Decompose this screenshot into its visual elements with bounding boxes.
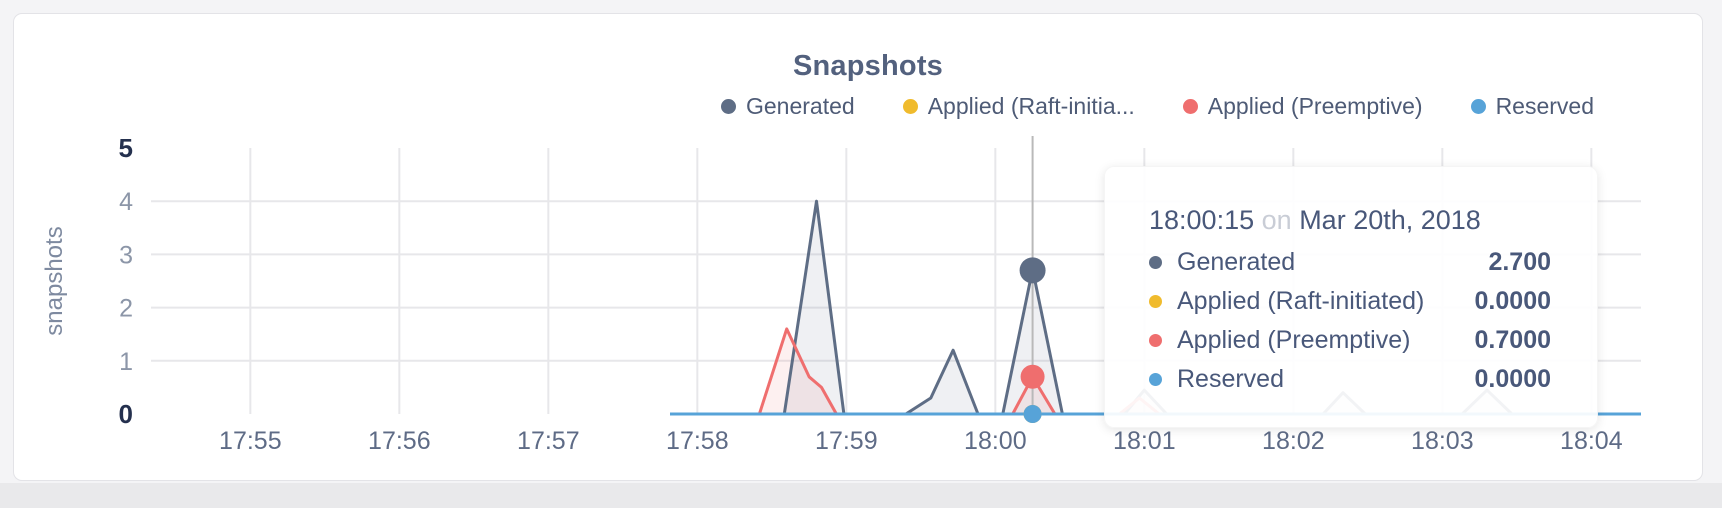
x-tick-label: 18:01 — [1113, 427, 1176, 455]
x-tick-label: 17:55 — [219, 427, 282, 455]
tooltip-series-label: Applied (Raft-initiated) — [1177, 287, 1425, 315]
x-tick-label: 17:58 — [666, 427, 729, 455]
tooltip-conjunction: on — [1261, 205, 1292, 235]
chart-title: Snapshots — [792, 50, 944, 82]
tooltip-series-value: 2.700 — [1488, 248, 1551, 276]
legend: Generated Applied (Raft-initia... Applied … — [673, 93, 1594, 120]
tooltip: 18:00:15 on Mar 20th, 2018 Generated 2.70… — [1104, 166, 1598, 428]
y-tick-label: 0 — [119, 399, 133, 429]
tooltip-series-value: 0.0000 — [1474, 365, 1551, 393]
y-tick-label: 5 — [119, 133, 133, 163]
chart-card: Snapshots Generated Applied (Raft-initia.… — [13, 13, 1703, 481]
legend-item[interactable]: Generated — [721, 93, 855, 120]
tooltip-series-dot-icon — [1149, 373, 1162, 386]
legend-item-label: Applied (Raft-initia... — [927, 93, 1135, 119]
legend-item[interactable]: Applied (Preemptive) — [1182, 93, 1423, 120]
y-tick-label: 4 — [119, 188, 133, 216]
tooltip-header: 18:00:15 on Mar 20th, 2018 — [1149, 203, 1551, 237]
series-area — [670, 328, 1641, 414]
tooltip-series-dot-icon — [1149, 256, 1162, 269]
x-tick-label: 18:00 — [964, 427, 1027, 455]
page-background-strip — [0, 483, 1722, 508]
legend-item-label: Generated — [746, 93, 855, 119]
x-tick-label: 17:56 — [368, 427, 431, 455]
y-tick-label: 1 — [119, 348, 133, 376]
x-tick-label: 18:03 — [1411, 427, 1474, 455]
tooltip-time: 18:00:15 — [1149, 205, 1255, 235]
y-tick-label: 2 — [119, 295, 133, 323]
legend-dot-icon — [1470, 99, 1486, 114]
tooltip-series-label: Applied (Preemptive) — [1177, 326, 1411, 354]
hover-point — [1019, 257, 1046, 284]
legend-item-label: Reserved — [1495, 93, 1594, 119]
x-tick-label: 18:02 — [1262, 427, 1325, 455]
legend-dot-icon — [902, 99, 918, 114]
tooltip-series-value: 0.7000 — [1474, 326, 1551, 354]
legend-item[interactable]: Applied (Raft-initia... — [902, 93, 1135, 120]
tooltip-rows: Generated 2.700 Applied (Raft-initiated) 0.… — [1149, 243, 1551, 399]
tooltip-row: Generated 2.700 — [1149, 243, 1551, 282]
x-tick-label: 18:04 — [1560, 427, 1623, 455]
y-tick-label: 3 — [119, 241, 133, 269]
legend-item-label: Applied (Preemptive) — [1207, 93, 1423, 119]
tooltip-date: Mar 20th, 2018 — [1299, 205, 1481, 235]
tooltip-series-value: 0.0000 — [1474, 287, 1551, 315]
x-tick-label: 17:59 — [815, 427, 878, 455]
hover-point — [1020, 364, 1045, 389]
tooltip-row: Applied (Raft-initiated) 0.0000 — [1149, 282, 1551, 321]
legend-dot-icon — [1182, 99, 1198, 114]
tooltip-series-dot-icon — [1149, 295, 1162, 308]
tooltip-series-label: Reserved — [1177, 365, 1284, 393]
tooltip-row: Applied (Preemptive) 0.7000 — [1149, 321, 1551, 360]
legend-dot-icon — [721, 99, 736, 114]
tooltip-series-dot-icon — [1149, 334, 1162, 347]
tooltip-row: Reserved 0.0000 — [1149, 360, 1551, 399]
legend-item[interactable]: Reserved — [1470, 93, 1594, 120]
hover-point — [1023, 405, 1042, 423]
x-tick-label: 17:57 — [517, 427, 580, 455]
tooltip-series-label: Generated — [1177, 248, 1296, 276]
